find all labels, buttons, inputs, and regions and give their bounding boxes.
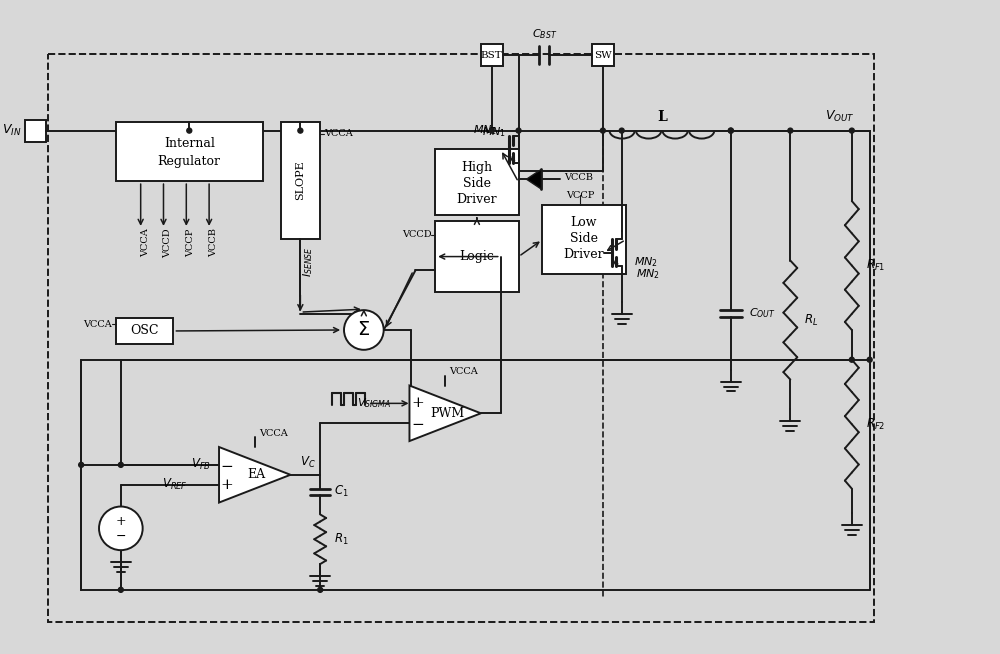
Text: $R_L$: $R_L$: [804, 313, 818, 328]
Circle shape: [728, 128, 733, 133]
Text: $-$: $-$: [411, 416, 424, 430]
Text: SW: SW: [594, 51, 612, 60]
Text: Regulator: Regulator: [158, 155, 221, 168]
Bar: [25, 120, 46, 141]
Circle shape: [619, 128, 624, 133]
Circle shape: [849, 128, 854, 133]
Text: Side: Side: [570, 232, 598, 245]
Text: $V_{OUT}$: $V_{OUT}$: [825, 109, 855, 124]
Text: +: +: [116, 515, 126, 528]
Bar: [48, 54, 874, 621]
Text: VCCP: VCCP: [186, 228, 195, 257]
Text: $C_{OUT}$: $C_{OUT}$: [749, 306, 776, 320]
Text: $V_{IN}$: $V_{IN}$: [2, 123, 22, 138]
Text: $-$: $-$: [115, 529, 126, 542]
Text: VCCB: VCCB: [564, 173, 593, 182]
Circle shape: [728, 128, 733, 133]
Text: $R_{F2}$: $R_{F2}$: [866, 417, 885, 432]
Text: Low: Low: [571, 216, 597, 230]
Polygon shape: [219, 447, 290, 502]
Text: $V_{FB}$: $V_{FB}$: [191, 457, 211, 472]
Bar: [481, 44, 503, 66]
Text: Side: Side: [463, 177, 491, 190]
Text: $I_{SENSE}$: $I_{SENSE}$: [301, 247, 315, 277]
Bar: [542, 205, 626, 275]
Text: $MN_2$: $MN_2$: [634, 256, 658, 269]
Circle shape: [849, 357, 854, 362]
Bar: [116, 318, 173, 344]
Bar: [435, 221, 519, 292]
Text: +: +: [221, 477, 233, 492]
Text: $\Sigma$: $\Sigma$: [357, 321, 370, 339]
Text: VCCA: VCCA: [141, 228, 150, 257]
Text: EA: EA: [248, 468, 266, 481]
Text: $C_1$: $C_1$: [334, 484, 349, 499]
Text: BST: BST: [481, 51, 503, 60]
Text: VCCA: VCCA: [449, 367, 478, 376]
Text: $-$: $-$: [220, 458, 234, 472]
Text: Driver: Driver: [564, 248, 604, 261]
Bar: [281, 122, 320, 239]
Text: High: High: [461, 161, 492, 174]
Text: $C_{BST}$: $C_{BST}$: [532, 27, 557, 41]
Text: VCCB: VCCB: [209, 228, 218, 257]
Bar: [116, 122, 263, 181]
Circle shape: [344, 310, 384, 350]
Circle shape: [600, 128, 605, 133]
Text: $MN_1$: $MN_1$: [482, 125, 506, 139]
Polygon shape: [527, 169, 541, 189]
Text: VCCA: VCCA: [83, 320, 112, 328]
Circle shape: [79, 462, 84, 468]
Polygon shape: [409, 385, 481, 441]
Text: $V_{REF}$: $V_{REF}$: [162, 477, 187, 492]
Circle shape: [788, 128, 793, 133]
Circle shape: [298, 128, 303, 133]
Circle shape: [489, 128, 494, 133]
Text: $V_{SIGMA}$: $V_{SIGMA}$: [357, 396, 392, 410]
Circle shape: [867, 357, 872, 362]
Circle shape: [187, 128, 192, 133]
Text: Internal: Internal: [164, 137, 215, 150]
Text: VCCD: VCCD: [163, 228, 172, 258]
Text: VCCA: VCCA: [259, 428, 287, 438]
Text: Logic: Logic: [459, 250, 494, 263]
Circle shape: [516, 128, 521, 133]
Text: L: L: [657, 110, 667, 124]
Text: $MN_1$: $MN_1$: [473, 123, 497, 137]
Text: Driver: Driver: [457, 192, 497, 205]
Text: OSC: OSC: [130, 324, 159, 337]
Circle shape: [318, 587, 323, 593]
Text: $R_{F1}$: $R_{F1}$: [866, 258, 885, 273]
Circle shape: [118, 462, 123, 468]
Text: PWM: PWM: [430, 407, 464, 420]
Text: $MN_2$: $MN_2$: [636, 267, 660, 281]
Text: +: +: [411, 396, 424, 410]
Circle shape: [118, 587, 123, 593]
Text: VCCA: VCCA: [324, 129, 353, 138]
Text: $V_C$: $V_C$: [300, 455, 316, 470]
Bar: [592, 44, 614, 66]
Text: $R_1$: $R_1$: [334, 532, 349, 547]
Bar: [435, 150, 519, 215]
Text: VCCP: VCCP: [566, 190, 594, 199]
Circle shape: [99, 506, 143, 550]
Text: SLOPE: SLOPE: [295, 160, 305, 200]
Text: VCCD: VCCD: [402, 230, 431, 239]
